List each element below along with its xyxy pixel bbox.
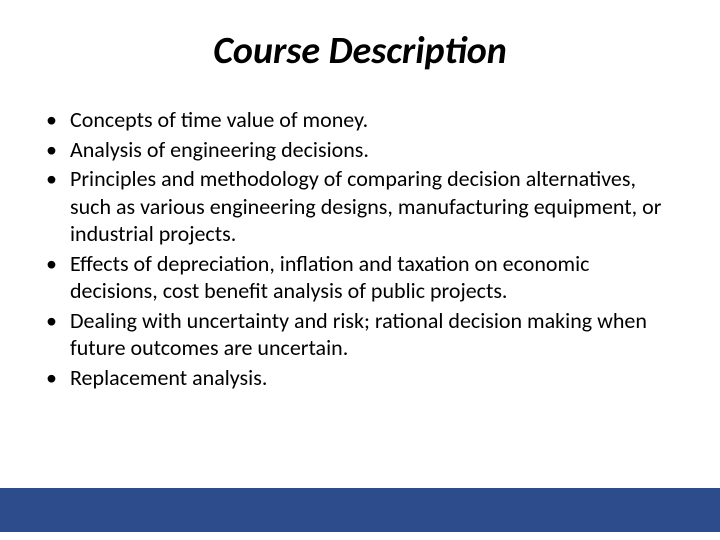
bullet-list: Concepts of time value of money. Analysi… — [42, 106, 678, 391]
bullet-item: Concepts of time value of money. — [42, 106, 678, 134]
bullet-item: Dealing with uncertainty and risk; ratio… — [42, 307, 678, 362]
bullet-item: Replacement analysis. — [42, 364, 678, 392]
footer-bar — [0, 488, 720, 532]
bullet-item: Principles and methodology of comparing … — [42, 165, 678, 248]
slide-content: Concepts of time value of money. Analysi… — [0, 106, 720, 540]
bullet-item: Analysis of engineering decisions. — [42, 136, 678, 164]
slide-title: Course Description — [0, 28, 720, 74]
bullet-item: Effects of depreciation, inflation and t… — [42, 250, 678, 305]
slide-container: Course Description Concepts of time valu… — [0, 0, 720, 540]
